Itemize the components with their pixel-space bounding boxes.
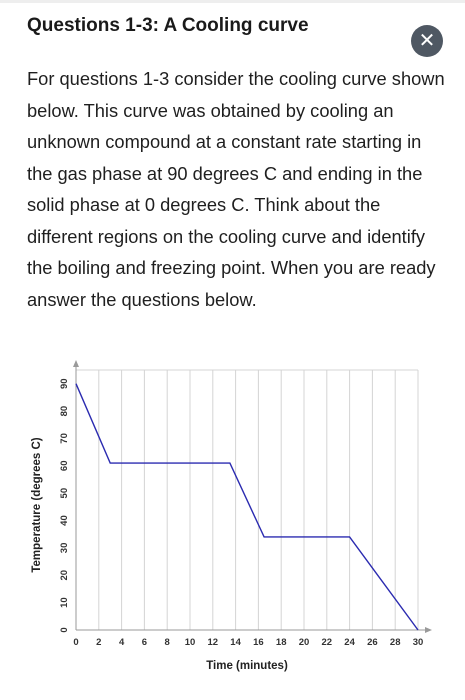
y-tick-label: 90	[59, 378, 70, 389]
x-tick-label: 22	[322, 637, 333, 648]
x-tick-label: 6	[142, 637, 147, 648]
x-tick-label: 18	[276, 637, 287, 648]
x-tick-label: 24	[344, 637, 355, 648]
close-button[interactable]: ✕	[411, 25, 443, 57]
question-description: For questions 1-3 consider the cooling c…	[27, 68, 445, 310]
x-tick-label: 30	[413, 637, 424, 648]
y-axis-label: Temperature (degrees C)	[31, 437, 43, 572]
close-icon: ✕	[418, 30, 436, 52]
cooling-curve-line	[75, 383, 419, 631]
top-divider	[0, 0, 465, 3]
y-tick-label: 40	[59, 515, 70, 526]
x-tick-label: 0	[73, 637, 78, 648]
x-axis-arrow	[425, 627, 432, 633]
x-tick-label: 10	[185, 637, 196, 648]
x-tick-label: 8	[165, 637, 170, 648]
y-tick-label: 60	[59, 461, 70, 472]
x-tick-label: 4	[119, 637, 125, 648]
x-tick-label: 12	[208, 637, 219, 648]
y-tick-label: 70	[59, 433, 70, 444]
y-tick-label: 50	[59, 488, 70, 499]
y-axis-arrow	[73, 360, 79, 367]
x-tick-label: 28	[390, 637, 401, 648]
x-axis-label: Time (minutes)	[206, 660, 288, 672]
x-tick-label: 2	[96, 637, 101, 648]
cooling-curve-chart: 0 2 4 6 8 10 12 14 16 18 20 22 24 26 28 300102030405060…	[31, 360, 432, 672]
page-title: Questions 1-3: A Cooling curve	[27, 15, 309, 36]
y-tick-label: 10	[59, 597, 70, 608]
x-tick-label: 20	[299, 637, 310, 648]
y-tick-label: 80	[59, 406, 70, 417]
y-tick-label: 30	[59, 543, 70, 554]
y-tick-label: 0	[59, 627, 70, 632]
y-tick-label: 20	[59, 570, 70, 581]
x-tick-label: 14	[230, 637, 241, 648]
x-tick-label: 26	[367, 637, 378, 648]
x-tick-label: 16	[253, 637, 264, 648]
